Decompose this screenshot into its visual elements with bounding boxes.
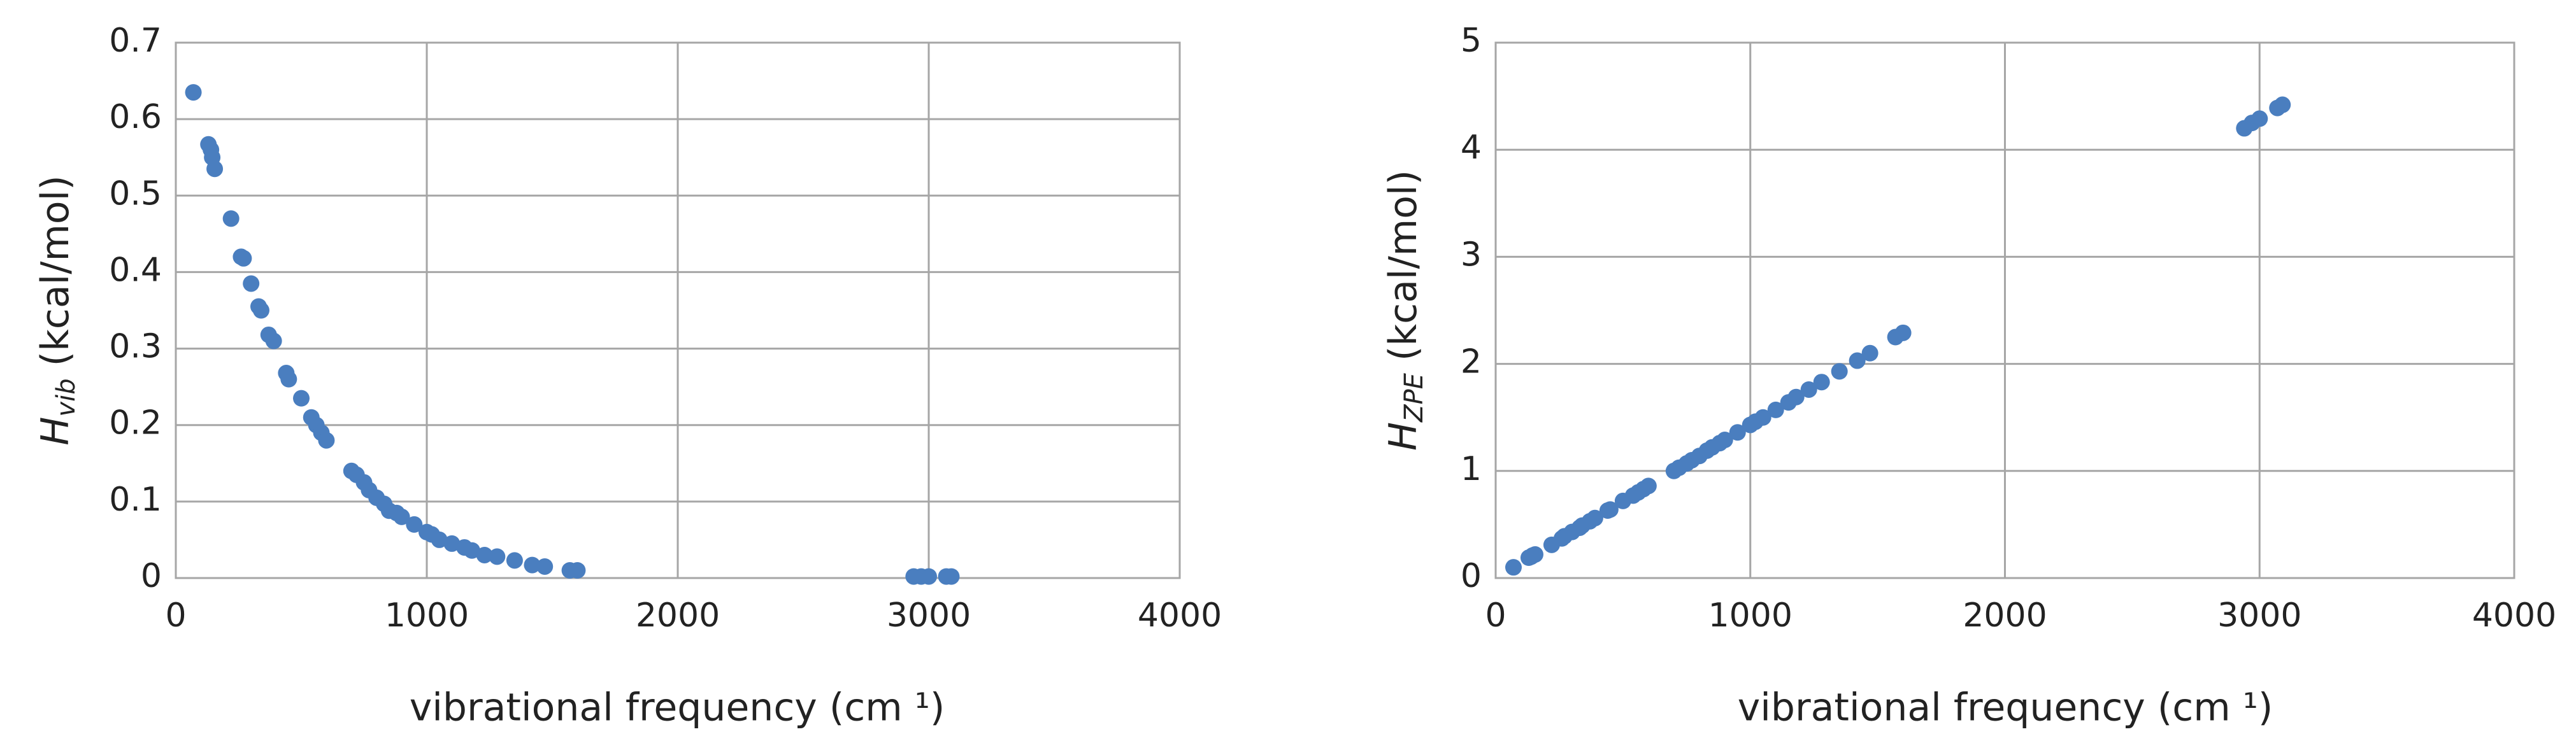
point [393,508,410,525]
point [2251,110,2268,127]
x-tick-label: 2000 [1963,596,2047,635]
y-label-symbol: H [1381,422,1426,451]
point [943,568,960,585]
point [293,390,310,407]
y-label-subscript: ZPE [1399,372,1429,423]
x-tick-label: 0 [1485,596,1506,635]
y-tick-label: 0.1 [109,481,162,519]
point [185,84,202,101]
x-tick-label: 1000 [1708,596,1792,635]
y-label-unit: (kcal/mol) [33,175,78,378]
x-tick-label: 0 [165,596,186,635]
y-tick-label: 0.7 [109,22,162,60]
point [2274,96,2291,113]
y-tick-label: 0.2 [109,404,162,442]
x-tick-label: 4000 [1138,596,1222,635]
y-tick-label: 5 [1461,22,1482,60]
point [1640,477,1657,495]
point [243,275,260,292]
point [489,548,506,565]
x-tick-label: 1000 [385,596,469,635]
point [235,250,252,267]
point [1586,509,1603,526]
y-tick-label: 4 [1461,129,1482,167]
chart: 0 1 2 3 4 5 0 1000 2000 3000 4000 vibrational frequ… [1381,22,2557,730]
x-axis-label: vibrational frequency (cm ¹) [1738,686,2273,730]
point [406,516,423,533]
point [1813,374,1830,391]
point [280,370,297,388]
point [318,432,335,449]
point [476,546,493,563]
point [265,332,282,349]
point [524,556,541,574]
point [431,531,448,548]
point [920,568,937,585]
x-tick-label: 3000 [887,596,971,635]
y-axis-label: HZPE (kcal/mol) [1381,170,1429,451]
point [1894,324,1912,341]
point [506,552,523,569]
point [1787,388,1805,406]
y-label-subscript: vib [52,378,81,416]
y-tick-label: 0 [1461,557,1482,595]
x-tick-label: 3000 [2217,596,2301,635]
plot-border [1494,41,2515,579]
y-label-symbol: H [33,417,78,446]
chart: 0 0.1 0.2 0.3 0.4 0.5 0.6 0.7 0 1000 2000 3000 4000 v… [33,22,1222,730]
point [536,558,554,575]
point [222,210,240,227]
point [206,160,224,178]
point [1831,363,1848,380]
point [1716,432,1733,449]
y-label-unit: (kcal/mol) [1381,170,1426,373]
point [1849,352,1866,369]
point [252,302,269,319]
y-tick-label: 3 [1461,236,1482,274]
point [1754,409,1771,426]
point [1767,401,1784,418]
y-tick-label: 0 [141,557,162,595]
point [1601,501,1619,518]
y-tick-label: 1 [1461,450,1482,488]
point [1861,344,1878,362]
y-tick-label: 0.4 [109,251,162,289]
point [443,535,461,552]
y-tick-label: 0.5 [109,174,162,213]
point [1505,559,1522,576]
y-tick-label: 2 [1461,343,1482,381]
y-axis-label: Hvib (kcal/mol) [33,175,81,445]
y-tick-label: 0.6 [109,98,162,136]
point [1800,381,1817,398]
point [463,542,480,559]
x-tick-label: 4000 [2472,596,2556,635]
x-tick-label: 2000 [636,596,720,635]
y-tick-label: 0.3 [109,328,162,366]
point [1526,546,1543,563]
plot-border [175,41,1181,579]
point [569,561,586,579]
x-axis-label: vibrational frequency (cm ¹) [410,686,945,730]
point [1729,424,1746,441]
